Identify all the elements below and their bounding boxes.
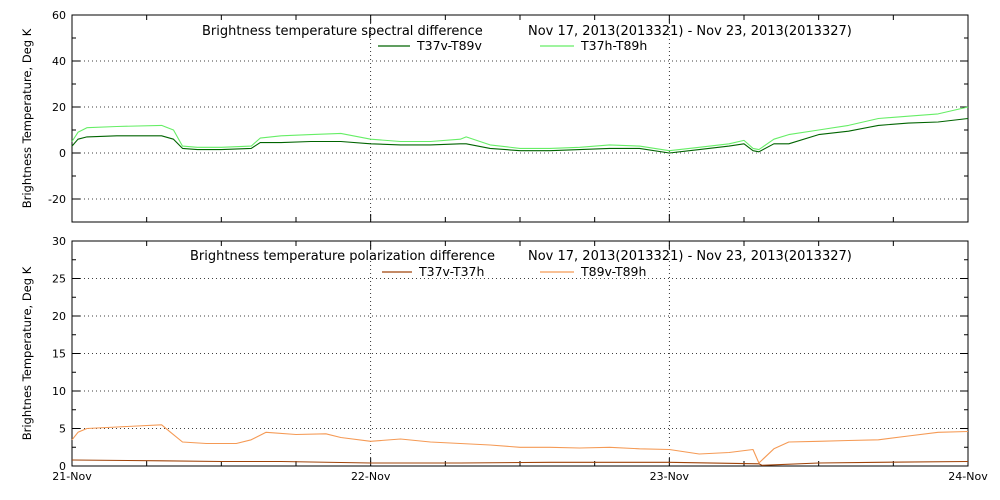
y-tick-label: 20 <box>52 101 66 114</box>
legend-label-t37v-t89v: T37v-T89v <box>416 38 483 53</box>
legend-label-t37v-t37h: T37v-T37h <box>418 264 484 279</box>
y-tick-label: 20 <box>52 310 66 323</box>
y-tick-label: 0 <box>59 147 66 160</box>
spectral-chart-title: Brightness temperature spectral differen… <box>202 24 483 39</box>
spectral-gridlines <box>71 14 969 223</box>
y-tick-label: -20 <box>48 193 66 206</box>
spectral-legend: T37v-T89v T37h-T89h <box>378 38 647 53</box>
y-tick-label: 40 <box>52 55 66 68</box>
x-tick-label: 22-Nov <box>351 470 391 483</box>
polarization-y-ticks: 0 5 10 15 20 25 30 <box>52 235 66 473</box>
polarization-date-range: Nov 17, 2013(2013321) - Nov 23, 2013(201… <box>528 249 852 264</box>
spectral-y-ticks: -20 0 20 40 60 <box>48 9 66 206</box>
series-line-t37h-t89h <box>71 106 969 152</box>
series-line-t37v-t89v <box>71 117 969 154</box>
x-tick-label: 21-Nov <box>52 470 92 483</box>
spectral-date-range: Nov 17, 2013(2013321) - Nov 23, 2013(201… <box>528 24 852 39</box>
spectral-plot-frame <box>71 14 969 223</box>
y-tick-label: 10 <box>52 385 66 398</box>
y-tick-label: 60 <box>52 9 66 22</box>
polarization-gridlines <box>71 240 969 467</box>
y-tick-label: 30 <box>52 235 66 248</box>
polarization-difference-panel: 0 5 10 15 20 25 30 21-Nov 22-Nov 23-Nov 24-Nov Br… <box>20 235 988 483</box>
spectral-y-axis-label: Brightness Temperature, Deg K <box>20 28 34 208</box>
y-tick-label: 0 <box>59 460 66 473</box>
y-tick-label: 25 <box>52 273 66 286</box>
spectral-series <box>71 106 969 154</box>
y-tick-label: 5 <box>59 423 66 436</box>
series-line-t89v-t89h <box>71 424 969 464</box>
legend-label-t89v-t89h: T89v-T89h <box>580 264 646 279</box>
y-tick-label: 15 <box>52 348 66 361</box>
series-line-t37v-t37h <box>71 459 969 466</box>
x-tick-label: 24-Nov <box>948 470 988 483</box>
polarization-legend: T37v-T37h T89v-T89h <box>382 264 646 279</box>
spectral-difference-panel: -20 0 20 40 60 Brightness temperature spectr… <box>20 9 969 223</box>
polarization-chart-title: Brightness temperature polarization diff… <box>190 249 495 264</box>
legend-label-t37h-t89h: T37h-T89h <box>580 38 647 53</box>
polarization-y-axis-label: Brightnes Temperature, Deg K <box>20 266 34 440</box>
x-tick-label: 23-Nov <box>650 470 690 483</box>
polarization-series <box>71 424 969 466</box>
polarization-x-ticks: 21-Nov 22-Nov 23-Nov 24-Nov <box>52 470 988 483</box>
